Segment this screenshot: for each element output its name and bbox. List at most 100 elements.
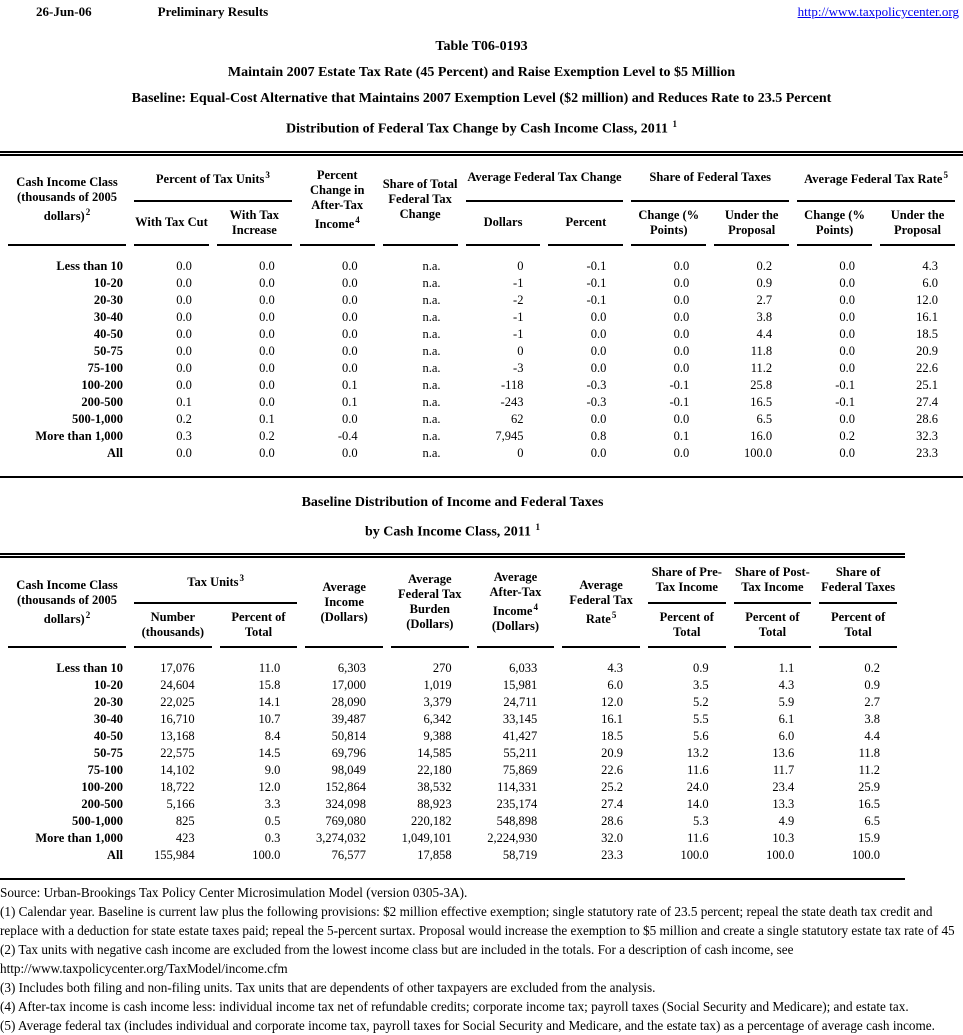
cell: 6,342 (423, 712, 452, 727)
row-label: 20-30 (93, 695, 123, 710)
preliminary-results-label: Preliminary Results (157, 4, 269, 19)
table-row: 75-100 14,102 9.0 98,049 22,180 75,869 22.6 11.… (8, 762, 897, 779)
cell: 11.7 (772, 763, 795, 778)
cell: 12.0 (258, 780, 281, 795)
sub-header-percent-of-total: Percent of Total (819, 604, 897, 649)
cell: 0.8 (590, 428, 607, 443)
cell: 5.6 (692, 729, 709, 744)
cell: 825 (175, 814, 195, 829)
cell: 69,796 (331, 746, 366, 761)
cell: 4.3 (922, 258, 938, 273)
table-row: 40-50 0.0 0.0 0.0 n.a. -1 0.0 0.0 4.4 0.0 18.5 (8, 326, 955, 343)
cell: 0.0 (590, 411, 607, 426)
col-header-average-federal-tax-change: Average Federal Tax Change (465, 156, 624, 202)
cell: 22,025 (160, 695, 195, 710)
cell: 6,033 (509, 661, 538, 676)
report-date: 26-Jun-06 (36, 4, 92, 19)
cell: 0.0 (176, 309, 192, 324)
cell: 25.1 (916, 377, 938, 392)
cell: n.a. (422, 326, 441, 341)
cell: 0.2 (839, 428, 856, 443)
cell: -0.1 (586, 275, 607, 290)
table-row: 200-500 5,166 3.3 324,098 88,923 235,174 27.4 1… (8, 796, 897, 813)
cell: -1 (513, 326, 524, 341)
cell: 24.0 (686, 780, 709, 795)
row-label: 200-500 (81, 797, 123, 812)
cell: 152,864 (325, 780, 366, 795)
cell: 0.0 (342, 292, 358, 307)
table-row: 100-200 18,722 12.0 152,864 38,532 114,331 25.… (8, 779, 897, 796)
cell: 0.0 (176, 360, 192, 375)
cell: 0.0 (839, 275, 856, 290)
cell: 0.0 (259, 326, 275, 341)
cell: 5.2 (692, 695, 709, 710)
table-row: 200-500 0.1 0.0 0.1 n.a. -243 -0.3 -0.1 16.5 -0.1… (8, 394, 955, 411)
cell: n.a. (422, 445, 441, 460)
cell: -0.4 (337, 428, 358, 443)
cell: 0.9 (692, 661, 709, 676)
table-row: All 155,984 100.0 76,577 17,858 58,719 23.3 100… (8, 847, 897, 878)
col-header-average-income: Average Income (Dollars) (305, 558, 383, 649)
cell: 0.1 (176, 394, 192, 409)
cell: 58,719 (502, 848, 538, 863)
row-label: 30-40 (93, 309, 123, 324)
cell: 22.6 (601, 763, 623, 778)
cell: 4.9 (778, 814, 795, 829)
sub-header-under-proposal: Under the Proposal (880, 202, 955, 246)
cell: 11.2 (858, 763, 880, 778)
cell: 7,945 (495, 428, 524, 443)
cell: 24,604 (160, 678, 195, 693)
cell: -0.1 (835, 394, 856, 409)
table-row: 40-50 13,168 8.4 50,814 9,388 41,427 18.5 5.6 6.… (8, 728, 897, 745)
taxpolicycenter-link[interactable]: http://www.taxpolicycenter.org (797, 4, 959, 19)
table-row: More than 1,000 423 0.3 3,274,032 1,049,101 2… (8, 830, 897, 847)
row-label: 75-100 (87, 763, 123, 778)
top-bar: 26-Jun-06 Preliminary Results http://www… (0, 0, 963, 20)
table-row: 500-1,000 825 0.5 769,080 220,182 548,898 28.6… (8, 813, 897, 830)
cell: 0.0 (342, 445, 358, 460)
cell: 11.2 (750, 360, 773, 375)
cell: 14.0 (686, 797, 709, 812)
cell: 32.3 (916, 428, 938, 443)
cell: 0.0 (176, 326, 192, 341)
sub-header-dollars: Dollars (465, 202, 541, 246)
cell: 0.0 (590, 360, 607, 375)
cell: 8.4 (264, 729, 281, 744)
cell: 18,722 (160, 780, 195, 795)
cell: -0.1 (586, 258, 607, 273)
sub-header-percent-of-total: Percent of Total (733, 604, 812, 649)
table-row: Less than 10 17,076 11.0 6,303 270 6,033 4.3 0.… (8, 648, 897, 677)
footnotes: Source: Urban-Brookings Tax Policy Cente… (0, 883, 963, 1035)
cell: 14.5 (258, 746, 281, 761)
cell: 769,080 (325, 814, 366, 829)
cell: 0.0 (590, 309, 607, 324)
cell: 0.0 (176, 258, 192, 273)
cell: n.a. (422, 428, 441, 443)
cell: -118 (501, 377, 524, 392)
cell: 50,814 (331, 729, 366, 744)
sub-header-with-tax-increase: With Tax Increase (216, 202, 292, 246)
col-header-cash-income-class: Cash Income Class (thousands of 2005 dol… (8, 558, 126, 649)
cell: 18.5 (601, 729, 623, 744)
row-label: All (107, 848, 123, 863)
title-line-2: Baseline: Equal-Cost Alternative that Ma… (131, 91, 832, 106)
cell: 28.6 (601, 814, 623, 829)
title-block: Table T06-0193 Maintain 2007 Estate Tax … (0, 38, 963, 138)
cell: 6,303 (337, 661, 366, 676)
table-row: 75-100 0.0 0.0 0.0 n.a. -3 0.0 0.0 11.2 0.0 22.6 (8, 360, 955, 377)
col-header-average-federal-tax-rate: Average Federal Tax Rate5 (562, 558, 640, 649)
cell: 0 (517, 258, 524, 273)
cell: 114,331 (497, 780, 538, 795)
sub-header-percent-of-total: Percent of Total (647, 604, 726, 649)
col-header-share-federal-taxes: Share of Federal Taxes (819, 558, 897, 605)
cell: 2,224,930 (487, 831, 538, 846)
cell: 16.1 (916, 309, 938, 324)
cell: 235,174 (496, 797, 538, 812)
cell: 0.0 (342, 326, 358, 341)
cell: 17,076 (160, 661, 195, 676)
cell: 16.1 (601, 712, 623, 727)
row-label: 10-20 (93, 678, 123, 693)
cell: 100.0 (744, 445, 773, 460)
cell: 13.3 (772, 797, 795, 812)
cell: 0.9 (864, 678, 880, 693)
